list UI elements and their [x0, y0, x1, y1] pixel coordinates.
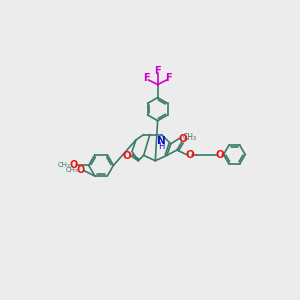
Text: O: O	[69, 160, 77, 170]
Text: H: H	[158, 142, 165, 152]
Text: O: O	[77, 165, 85, 175]
Text: O: O	[215, 150, 224, 160]
Text: CH₃: CH₃	[182, 133, 197, 142]
Text: F: F	[154, 66, 161, 76]
Text: CH₃: CH₃	[58, 162, 70, 168]
Text: CH₃: CH₃	[65, 167, 78, 173]
Text: O: O	[122, 151, 131, 161]
Text: F: F	[143, 73, 150, 83]
Text: O: O	[185, 150, 194, 160]
Text: N: N	[157, 136, 166, 146]
Text: O: O	[178, 134, 187, 144]
Text: F: F	[165, 73, 172, 83]
